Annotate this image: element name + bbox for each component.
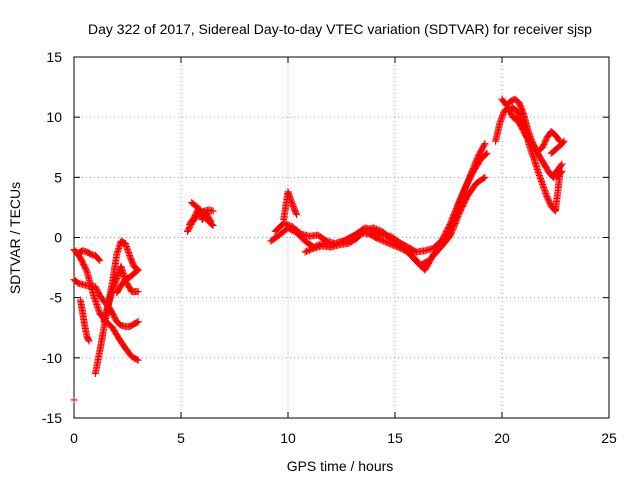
- series-c3: [280, 188, 301, 223]
- x-tick-label: 10: [280, 430, 296, 446]
- data-point: [557, 161, 565, 169]
- data-point: [209, 221, 217, 229]
- data-point: [555, 136, 563, 144]
- y-tick-label: -5: [50, 290, 63, 306]
- x-tick-label: 5: [177, 430, 185, 446]
- axis-ticks: [73, 56, 610, 419]
- data-point: [447, 230, 455, 238]
- data-point: [559, 138, 567, 146]
- series-d5: [549, 160, 566, 179]
- data-point: [481, 140, 489, 148]
- data-point: [134, 318, 142, 326]
- data-marks: [70, 95, 568, 404]
- data-point: [482, 150, 490, 158]
- data-point: [558, 160, 566, 168]
- data-point: [556, 171, 564, 179]
- data-point: [134, 266, 142, 274]
- data-point: [451, 220, 459, 228]
- x-tick-label: 15: [387, 430, 403, 446]
- x-tick-label: 20: [494, 430, 510, 446]
- data-point: [293, 211, 301, 219]
- y-tick-label: -15: [42, 410, 62, 426]
- series-c4: [301, 173, 489, 274]
- data-point: [450, 222, 458, 230]
- data-point: [133, 267, 141, 275]
- data-point: [207, 218, 215, 226]
- series-a8: [70, 396, 78, 404]
- data-point: [70, 396, 78, 404]
- series-a6: [100, 237, 142, 326]
- data-point: [133, 356, 141, 364]
- series-a7: [113, 266, 142, 297]
- chart-title: Day 322 of 2017, Sidereal Day-to-day VTE…: [88, 21, 592, 37]
- y-axis-label: SDTVAR / TECUs: [7, 182, 23, 294]
- data-point: [453, 215, 461, 223]
- data-point: [449, 225, 457, 233]
- grid: [74, 57, 609, 418]
- y-tick-label: -10: [42, 350, 62, 366]
- data-point: [206, 216, 214, 224]
- data-point: [453, 214, 461, 222]
- y-tick-label: 15: [46, 49, 62, 65]
- data-point: [96, 256, 104, 264]
- data-point: [448, 227, 456, 235]
- data-point: [452, 218, 460, 226]
- data-point: [454, 212, 462, 220]
- series-a3: [74, 247, 104, 264]
- data-point: [449, 224, 457, 232]
- series-d4: [547, 137, 568, 157]
- series-a4: [76, 296, 93, 345]
- y-tick-label: 10: [46, 109, 62, 125]
- data-point: [134, 288, 142, 296]
- x-axis-label: GPS time / hours: [287, 458, 394, 474]
- data-point: [480, 141, 488, 149]
- y-tick-labels: -15 -10 -5 0 5 10 15: [42, 49, 62, 426]
- data-point: [483, 149, 491, 157]
- x-tick-labels: 0 5 10 15 20 25: [70, 430, 617, 446]
- series-b3: [186, 205, 215, 228]
- data-point: [133, 318, 141, 326]
- data-point: [447, 231, 455, 239]
- data-point: [448, 228, 456, 236]
- data-point: [452, 217, 460, 225]
- data-point: [480, 174, 488, 182]
- data-point: [481, 173, 489, 181]
- data-point: [85, 337, 93, 345]
- y-tick-label: 5: [54, 169, 62, 185]
- data-point: [134, 356, 142, 364]
- series-d3: [504, 104, 564, 215]
- data-point: [451, 221, 459, 229]
- data-point: [95, 255, 103, 263]
- data-point: [517, 114, 525, 122]
- x-tick-label: 25: [601, 430, 617, 446]
- x-tick-label: 0: [70, 430, 78, 446]
- series-a2: [70, 246, 142, 364]
- data-point: [560, 137, 568, 145]
- y-tick-label: 0: [54, 230, 62, 246]
- data-point: [209, 207, 217, 215]
